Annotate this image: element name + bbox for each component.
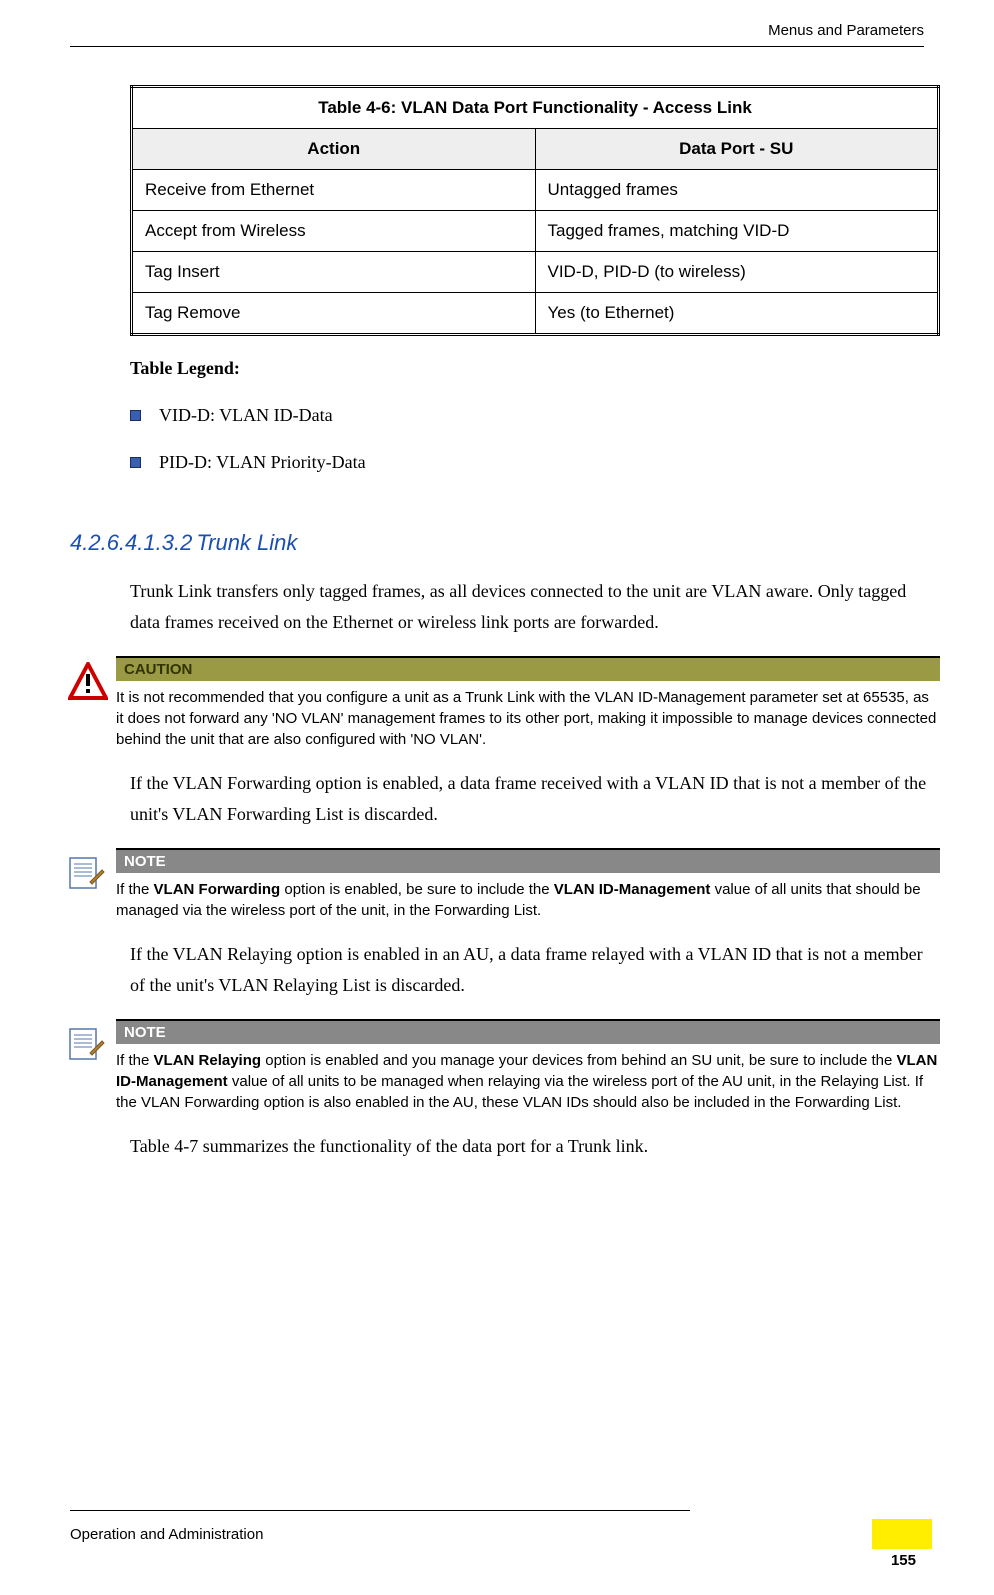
note-label: NOTE bbox=[116, 849, 940, 873]
bullet-marker-icon bbox=[130, 457, 141, 468]
section-title: Trunk Link bbox=[196, 530, 297, 555]
page-header-chapter: Menus and Parameters bbox=[768, 22, 924, 39]
legend-item-text: VID-D: VLAN ID-Data bbox=[159, 405, 333, 426]
table-row: Tag RemoveYes (to Ethernet) bbox=[132, 293, 939, 335]
page-number: 155 bbox=[891, 1552, 916, 1569]
paragraph-trunk-intro: Trunk Link transfers only tagged frames,… bbox=[130, 576, 940, 638]
note-callout: NOTE If the VLAN Relaying option is enab… bbox=[130, 1019, 940, 1113]
header-rule bbox=[70, 46, 924, 47]
paragraph-forwarding: If the VLAN Forwarding option is enabled… bbox=[130, 768, 940, 830]
note-text: If the VLAN Relaying option is enabled a… bbox=[116, 1044, 940, 1113]
caution-text: It is not recommended that you configure… bbox=[116, 681, 940, 750]
legend-item-text: PID-D: VLAN Priority-Data bbox=[159, 452, 366, 473]
paragraph-relaying: If the VLAN Relaying option is enabled i… bbox=[130, 939, 940, 1001]
table-row: Receive from EthernetUntagged frames bbox=[132, 170, 939, 211]
table-col-dataport: Data Port - SU bbox=[535, 129, 939, 170]
paragraph-summary: Table 4-7 summarizes the functionality o… bbox=[130, 1131, 940, 1162]
section-number: 4.2.6.4.1.3.2 bbox=[70, 530, 192, 555]
note-icon bbox=[68, 1025, 116, 1066]
caution-callout: CAUTION It is not recommended that you c… bbox=[130, 656, 940, 750]
note-text: If the VLAN Forwarding option is enabled… bbox=[116, 873, 940, 921]
note-callout: NOTE If the VLAN Forwarding option is en… bbox=[130, 848, 940, 921]
note-label: NOTE bbox=[116, 1020, 940, 1044]
legend-list: VID-D: VLAN ID-Data PID-D: VLAN Priority… bbox=[130, 405, 940, 473]
legend-item: VID-D: VLAN ID-Data bbox=[130, 405, 940, 426]
legend-item: PID-D: VLAN Priority-Data bbox=[130, 452, 940, 473]
section-heading: 4.2.6.4.1.3.2Trunk Link bbox=[70, 530, 297, 556]
footer-left: Operation and Administration bbox=[70, 1526, 263, 1543]
bullet-marker-icon bbox=[130, 410, 141, 421]
caution-label: CAUTION bbox=[116, 657, 940, 681]
vlan-table: Table 4-6: VLAN Data Port Functionality … bbox=[130, 85, 940, 336]
table-col-action: Action bbox=[132, 129, 536, 170]
caution-icon bbox=[68, 662, 116, 707]
table-title: Table 4-6: VLAN Data Port Functionality … bbox=[132, 87, 939, 129]
table-row: Accept from WirelessTagged frames, match… bbox=[132, 211, 939, 252]
footer-rule bbox=[70, 1510, 690, 1511]
note-icon bbox=[68, 854, 116, 895]
table-row: Tag InsertVID-D, PID-D (to wireless) bbox=[132, 252, 939, 293]
legend-title: Table Legend: bbox=[130, 358, 940, 379]
footer-accent-bar bbox=[872, 1519, 932, 1549]
